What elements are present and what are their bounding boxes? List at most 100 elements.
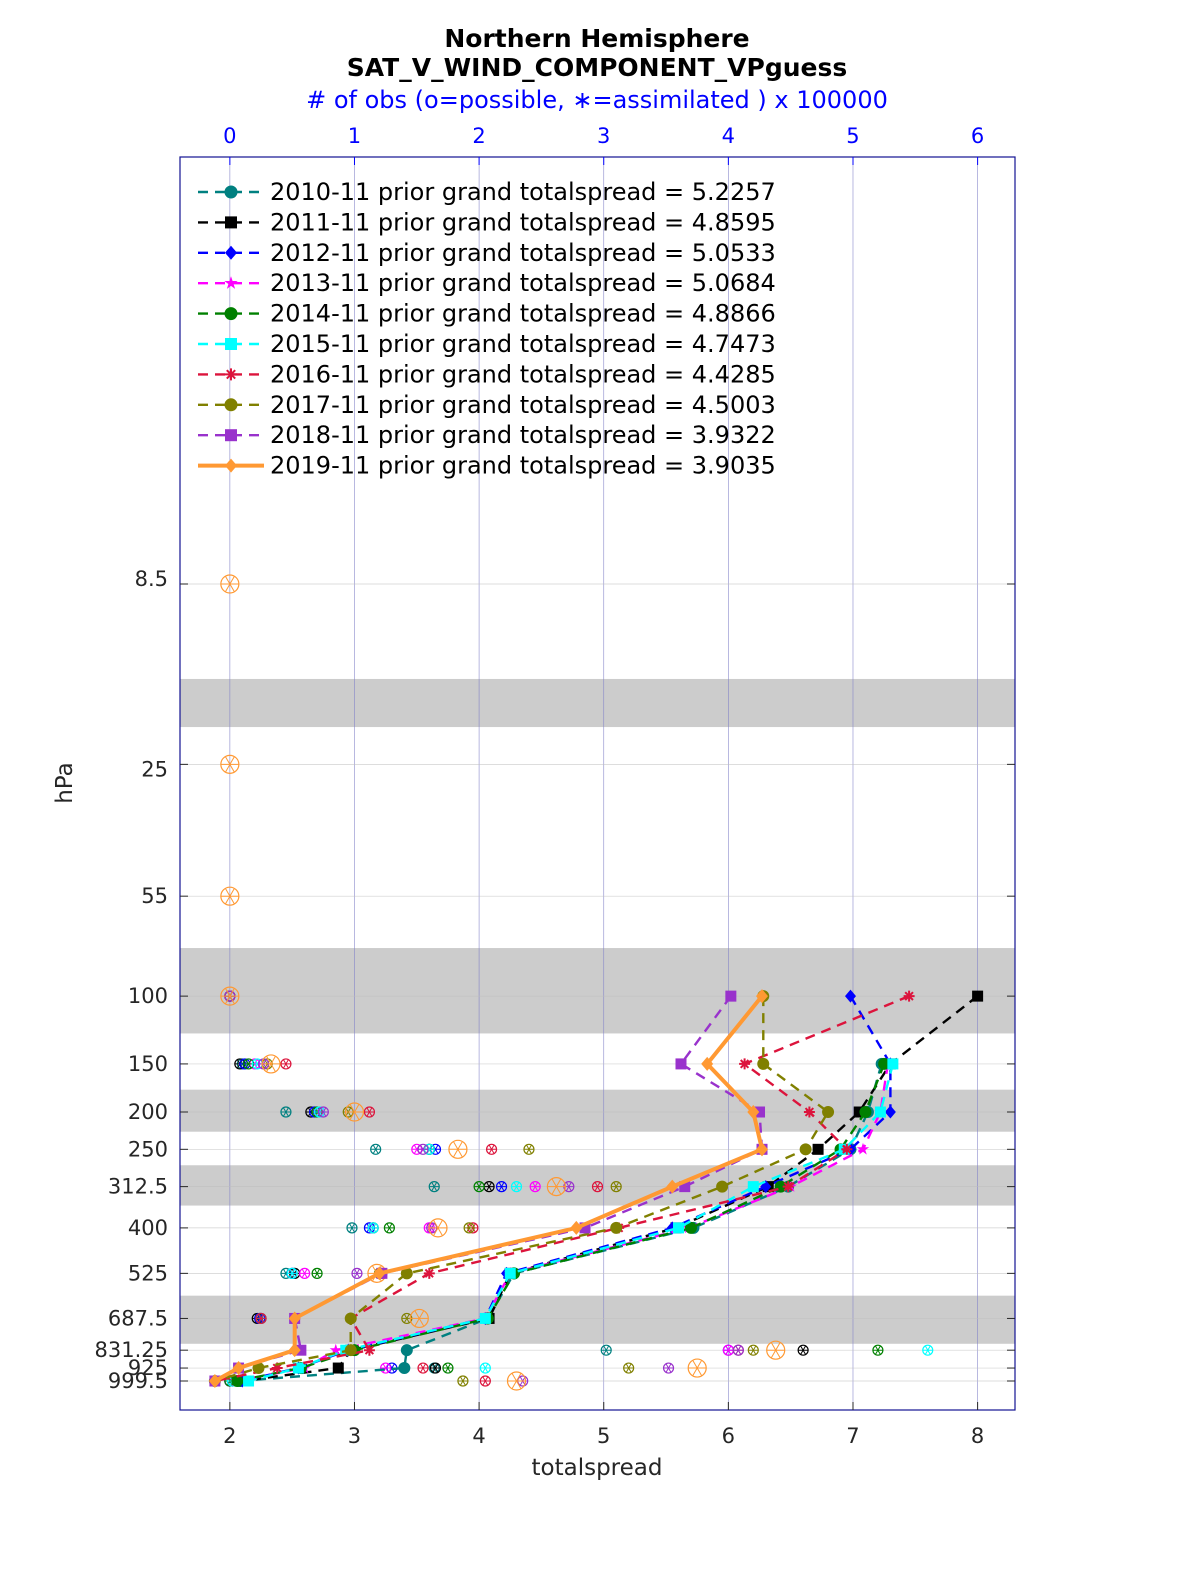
data-point-2016-11-0 (903, 990, 915, 1002)
legend-label-2012-11: 2012-11 prior grand totalspread = 5.0533 (270, 239, 776, 267)
obs-mark-2019-11-top-1 (220, 754, 240, 774)
data-point-2019-11-1 (701, 1056, 714, 1071)
x-tick-label-6: 8 (971, 1424, 984, 1448)
data-point-2010-11-7 (400, 1344, 413, 1357)
obs-mark-2011-11-8 (797, 1344, 809, 1356)
data-point-2015-11-8 (292, 1362, 304, 1374)
data-point-2015-11-3 (747, 1181, 759, 1193)
obs-mark-2017-11-3 (523, 1143, 535, 1155)
legend-label-2010-11: 2010-11 prior grand totalspread = 5.2257 (270, 178, 776, 206)
data-point-2011-11-2 (853, 1106, 865, 1118)
legend-marker-2014-11 (224, 307, 238, 321)
y-tick-label-12: 925 (128, 1356, 168, 1380)
shaded-band-1 (180, 948, 1015, 1034)
obs-mark-2018-11-3 (417, 1143, 429, 1155)
data-point-2015-11-0 (887, 1058, 899, 1070)
data-point-2015-11-6 (479, 1312, 491, 1324)
obs-mark-2019-11-10 (506, 1371, 527, 1391)
y-axis-label: hPa (52, 762, 78, 804)
series-line-2015-11 (248, 1063, 895, 1383)
data-point-2016-11-9 (271, 1362, 283, 1374)
legend-label-2011-11: 2011-11 prior grand totalspread = 4.8595 (270, 208, 776, 236)
y-tick-label-8: 400 (128, 1216, 168, 1240)
legend-marker-2013-11 (224, 276, 238, 289)
data-point-2016-11-1 (739, 1058, 751, 1070)
data-point-2019-11-8 (288, 1343, 301, 1358)
data-point-2016-11-8 (363, 1344, 375, 1356)
legend-marker-2015-11 (225, 338, 237, 350)
obs-mark-2018-11-2 (317, 1106, 329, 1118)
legend-entry-2010-11: 2010-11 prior grand totalspread = 5.2257 (198, 178, 776, 206)
legend-entry-2014-11: 2014-11 prior grand totalspread = 4.8866 (198, 300, 776, 328)
x-tick-label-4: 6 (722, 1424, 735, 1448)
top-axis-label: # of obs (o=possible, ∗=assimilated ) x … (306, 86, 888, 114)
data-point-2019-11-3 (756, 1142, 769, 1157)
x-tick-label-1: 3 (348, 1424, 361, 1448)
series-line-2016-11 (214, 994, 910, 1383)
obs-mark-2019-11-0 (220, 986, 240, 1006)
data-point-2016-11-3 (841, 1143, 853, 1155)
legend-label-2016-11: 2016-11 prior grand totalspread = 4.4285 (270, 360, 776, 388)
chart-subtitle: SAT_V_WIND_COMPONENT_VPguess (347, 53, 847, 82)
obs-mark-2019-11-8 (766, 1340, 786, 1360)
obs-mark-2014-11-4 (383, 1222, 395, 1234)
obs-mark-2014-11-3 (473, 1181, 485, 1193)
chart-title: Northern Hemisphere (444, 24, 749, 53)
data-point-2019-11-7 (288, 1311, 301, 1326)
data-point-2017-11-7 (344, 1312, 357, 1325)
top-tick-label-3: 3 (597, 124, 610, 148)
y-tick-label-7: 312.5 (108, 1175, 168, 1199)
data-point-2013-11-2 (856, 1142, 870, 1155)
top-tick-label-4: 4 (722, 124, 735, 148)
top-tick-label-5: 5 (846, 124, 859, 148)
x-tick-label-0: 2 (223, 1424, 236, 1448)
legend-marker-2018-11 (225, 429, 237, 442)
data-point-2017-11-5 (610, 1221, 623, 1234)
obs-mark-2019-11-9 (687, 1358, 707, 1378)
obs-mark-2012-11-4 (495, 1181, 508, 1193)
series-line-2011-11 (242, 995, 979, 1383)
y-tick-label-0: 8.5 (135, 567, 168, 591)
data-point-2018-11-5 (579, 1222, 591, 1234)
obs-mark-2015-11-3 (510, 1181, 523, 1193)
y-tick-label-3: 100 (128, 984, 168, 1008)
data-point-2019-11-9 (232, 1361, 245, 1376)
data-point-2019-11-4 (666, 1179, 679, 1194)
data-point-2014-11-4 (684, 1221, 697, 1234)
obs-mark-2016-11-2 (363, 1106, 376, 1118)
obs-mark-2014-11-5 (311, 1267, 323, 1279)
x-axis-label: totalspread (532, 1455, 663, 1481)
obs-mark-2016-11-9 (417, 1362, 429, 1374)
legend-entry-2016-11: 2016-11 prior grand totalspread = 4.4285 (198, 360, 776, 388)
y-tick-label-2: 55 (141, 884, 168, 908)
legend-label-2018-11: 2018-11 prior grand totalspread = 3.9322 (270, 421, 776, 449)
legend-entry-2018-11: 2018-11 prior grand totalspread = 3.9322 (198, 421, 776, 449)
obs-mark-2010-11-3 (428, 1181, 440, 1193)
obs-mark-2019-11-1 (261, 1054, 281, 1074)
legend-marker-2010-11 (224, 185, 238, 199)
obs-mark-2017-11-5 (463, 1222, 475, 1234)
y-tick-label-10: 687.5 (108, 1306, 168, 1330)
data-point-2015-11-5 (504, 1267, 516, 1279)
data-point-2011-11-9 (332, 1362, 344, 1374)
legend-label-2017-11: 2017-11 prior grand totalspread = 4.5003 (270, 391, 776, 419)
data-point-2018-11-4 (679, 1181, 691, 1193)
x-tick-label-3: 5 (597, 1424, 610, 1448)
top-tick-label-6: 6 (971, 124, 984, 148)
obs-mark-2019-11-top-2 (220, 886, 240, 906)
obs-mark-2019-11-7 (409, 1308, 429, 1329)
legend-label-2019-11: 2019-11 prior grand totalspread = 3.9035 (270, 452, 776, 480)
data-point-2016-11-2 (803, 1106, 815, 1118)
top-tick-label-2: 2 (472, 124, 485, 148)
obs-mark-2016-11-7 (255, 1312, 267, 1325)
data-point-2018-11-8 (295, 1344, 307, 1356)
obs-mark-2018-11-9 (662, 1362, 675, 1374)
data-point-2015-11-4 (673, 1222, 685, 1234)
obs-mark-2014-11-7 (872, 1344, 884, 1356)
data-point-2019-11-5 (570, 1220, 583, 1235)
y-tick-label-13: 999.5 (108, 1369, 168, 1393)
legend-label-2015-11: 2015-11 prior grand totalspread = 4.7473 (270, 330, 776, 358)
obs-mark-2015-11-7 (922, 1344, 934, 1356)
obs-mark-2019-11-5 (428, 1218, 448, 1238)
